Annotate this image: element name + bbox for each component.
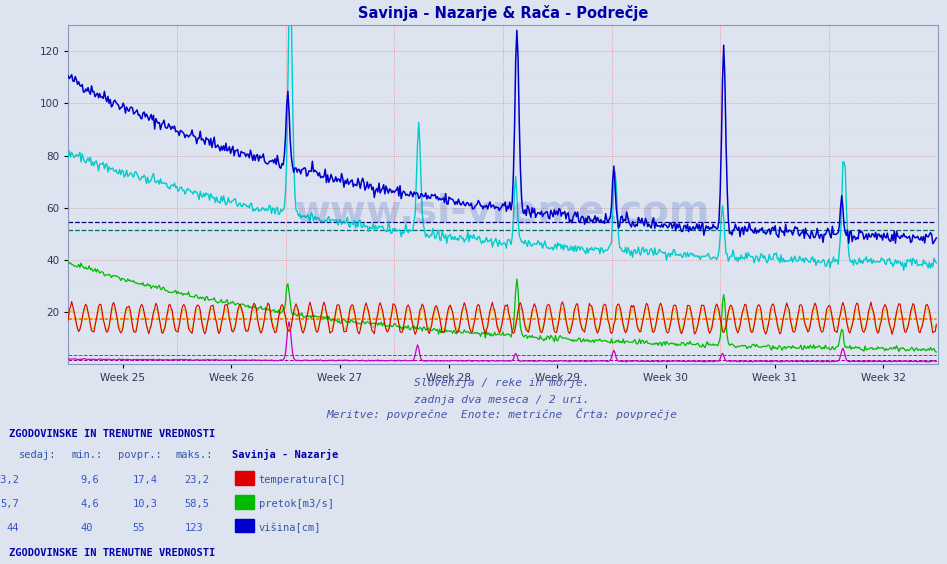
Text: 123: 123 — [185, 523, 204, 532]
Text: pretok[m3/s]: pretok[m3/s] — [259, 499, 333, 509]
Text: 23,2: 23,2 — [0, 475, 19, 485]
Text: www.si-vreme.com: www.si-vreme.com — [295, 192, 710, 231]
Text: 17,4: 17,4 — [133, 475, 157, 485]
Text: 58,5: 58,5 — [185, 499, 209, 509]
Text: zadnja dva meseca / 2 uri.: zadnja dva meseca / 2 uri. — [414, 395, 590, 406]
Text: Slovenija / reke in morje.: Slovenija / reke in morje. — [414, 378, 590, 389]
Text: 10,3: 10,3 — [133, 499, 157, 509]
Text: 55: 55 — [133, 523, 145, 532]
Text: ZGODOVINSKE IN TRENUTNE VREDNOSTI: ZGODOVINSKE IN TRENUTNE VREDNOSTI — [9, 429, 216, 439]
Text: 5,7: 5,7 — [0, 499, 19, 509]
Text: temperatura[C]: temperatura[C] — [259, 475, 346, 485]
Text: višina[cm]: višina[cm] — [259, 522, 321, 532]
Title: Savinja - Nazarje & Rača - Podrečje: Savinja - Nazarje & Rača - Podrečje — [358, 6, 648, 21]
Text: maks.:: maks.: — [175, 451, 213, 460]
Text: 4,6: 4,6 — [80, 499, 99, 509]
Text: sedaj:: sedaj: — [19, 451, 57, 460]
Text: ZGODOVINSKE IN TRENUTNE VREDNOSTI: ZGODOVINSKE IN TRENUTNE VREDNOSTI — [9, 548, 216, 558]
Text: min.:: min.: — [71, 451, 102, 460]
Text: povpr.:: povpr.: — [118, 451, 162, 460]
Text: 40: 40 — [80, 523, 93, 532]
Text: Savinja - Nazarje: Savinja - Nazarje — [232, 450, 338, 460]
Text: 23,2: 23,2 — [185, 475, 209, 485]
Text: 9,6: 9,6 — [80, 475, 99, 485]
Text: 44: 44 — [7, 523, 19, 532]
Text: Meritve: povprečne  Enote: metrične  Črta: povprečje: Meritve: povprečne Enote: metrične Črta:… — [327, 408, 677, 421]
